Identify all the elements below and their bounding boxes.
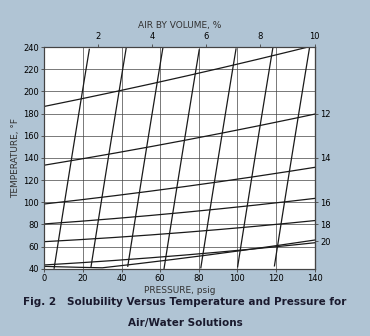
- Text: Air/Water Solutions: Air/Water Solutions: [128, 318, 242, 328]
- Y-axis label: TEMPERATURE, °F: TEMPERATURE, °F: [11, 118, 20, 198]
- Text: Fig. 2   Solubility Versus Temperature and Pressure for: Fig. 2 Solubility Versus Temperature and…: [23, 297, 347, 307]
- X-axis label: PRESSURE, psig: PRESSURE, psig: [144, 286, 215, 295]
- X-axis label: AIR BY VOLUME, %: AIR BY VOLUME, %: [138, 21, 221, 30]
